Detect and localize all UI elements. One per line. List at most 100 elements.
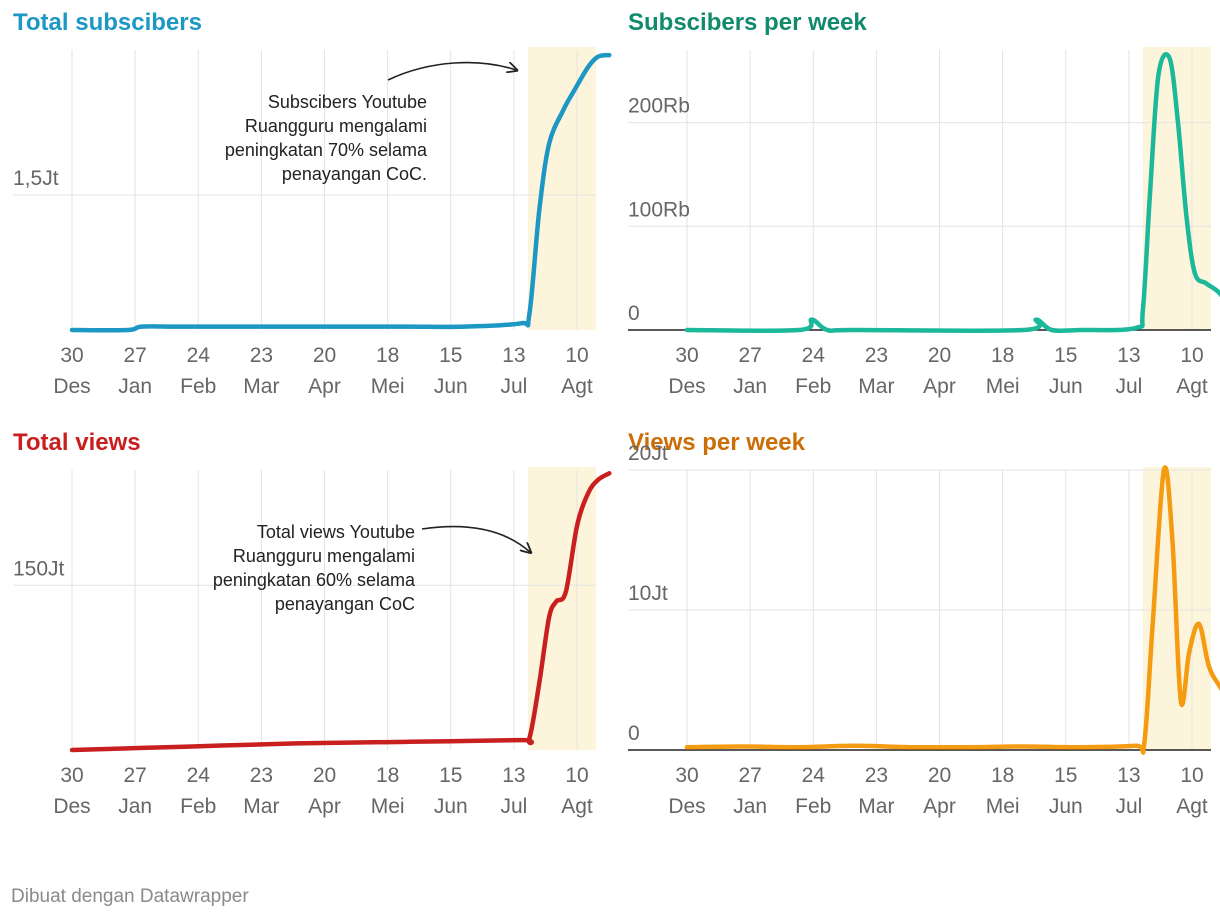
x-tick-day: 24: [187, 764, 211, 787]
series-line: [684, 52, 1220, 334]
chart-title: Total views: [13, 429, 141, 456]
x-tick-month: Mei: [371, 795, 405, 818]
x-tick-day: 23: [865, 764, 888, 787]
x-tick-month: Jul: [1115, 375, 1142, 398]
x-tick-month: Mar: [858, 375, 894, 398]
highlight-band: [527, 47, 596, 330]
x-tick-day: 10: [565, 344, 588, 367]
x-tick-month: Feb: [180, 375, 216, 398]
chart-title: Subscibers per week: [628, 9, 867, 36]
x-tick-day: 15: [439, 344, 462, 367]
x-tick-day: 15: [439, 764, 462, 787]
x-tick-day: 13: [502, 344, 525, 367]
x-tick-month: Feb: [180, 795, 216, 818]
annotation-arrow: [421, 525, 530, 552]
x-tick-day: 27: [123, 344, 146, 367]
annotation-text: Subscibers Youtube Ruangguru mengalami pen…: [225, 92, 428, 184]
x-tick-day: 27: [738, 764, 761, 787]
x-tick-month: Agt: [561, 795, 593, 818]
series-line: [69, 52, 612, 333]
x-tick-month: Des: [668, 795, 705, 818]
x-tick-month: Des: [668, 375, 705, 398]
y-tick-label: 200Rb: [628, 95, 690, 118]
total-subscribers-chart: 30 Des 27 Jan 24 Feb 23 Mar 20 Apr 18 Mei 15 Jun 13 Jul…: [13, 47, 612, 398]
total-views-panel: Total views 30 Des 27 Jan 24 Feb 23 Mar 20 Apr 18 M…: [0, 420, 612, 840]
x-tick-day: 18: [376, 764, 399, 787]
y-tick-label: 10Jt: [628, 582, 668, 605]
x-tick-month: Jun: [1049, 795, 1083, 818]
x-tick-day: 20: [928, 344, 951, 367]
x-tick-month: Apr: [923, 795, 956, 818]
x-tick-day: 18: [376, 344, 399, 367]
highlight-band: [1142, 47, 1211, 330]
x-tick-day: 18: [991, 344, 1014, 367]
x-tick-day: 13: [502, 764, 525, 787]
x-tick-day: 27: [123, 764, 146, 787]
x-tick-month: Mei: [986, 795, 1020, 818]
x-tick-day: 20: [928, 764, 951, 787]
x-tick-month: Agt: [561, 375, 593, 398]
x-tick-month: Jul: [1115, 795, 1142, 818]
x-tick-day: 15: [1054, 344, 1077, 367]
x-tick-day: 10: [565, 764, 588, 787]
y-tick-label: 1,5Jt: [13, 167, 59, 190]
x-tick-day: 13: [1117, 764, 1140, 787]
x-tick-day: 23: [250, 764, 273, 787]
x-tick-month: Apr: [308, 375, 341, 398]
x-tick-day: 27: [738, 344, 761, 367]
highlight-band: [527, 467, 596, 750]
x-tick-day: 20: [313, 764, 336, 787]
x-tick-day: 30: [675, 344, 698, 367]
x-tick-day: 30: [60, 344, 83, 367]
x-tick-month: Jan: [733, 375, 767, 398]
series-line: [684, 465, 1220, 755]
y-tick-label: 100Rb: [628, 198, 690, 221]
annotation-text: Total views Youtube Ruangguru mengalami pe…: [213, 522, 416, 614]
y-tick-label: 0: [628, 722, 640, 745]
x-tick-month: Jan: [118, 375, 152, 398]
x-tick-day: 10: [1180, 764, 1203, 787]
x-tick-day: 24: [802, 344, 826, 367]
x-tick-month: Jul: [500, 375, 527, 398]
views-per-week-panel: Views per week 30 Des 27 Jan 24 Feb 23 Mar 20 Apr…: [615, 420, 1220, 840]
x-tick-day: 23: [250, 344, 273, 367]
x-tick-month: Mar: [243, 795, 279, 818]
footer-credit: Dibuat dengan Datawrapper: [11, 886, 249, 907]
x-tick-month: Jun: [1049, 375, 1083, 398]
x-tick-month: Jun: [434, 795, 468, 818]
views-per-week-chart: 30 Des 27 Jan 24 Feb 23 Mar 20 Apr 18 Mei 15 Jun 13 Jul…: [628, 442, 1220, 818]
x-tick-month: Des: [53, 795, 90, 818]
x-tick-day: 15: [1054, 764, 1077, 787]
series-line: [69, 471, 612, 753]
x-tick-month: Feb: [795, 795, 831, 818]
y-tick-label: 150Jt: [13, 557, 65, 580]
x-tick-month: Mei: [371, 375, 405, 398]
chart-title: Views per week: [628, 429, 805, 456]
x-tick-month: Des: [53, 375, 90, 398]
x-tick-month: Jun: [434, 375, 468, 398]
chart-title: Total subscibers: [13, 9, 202, 36]
subscribers-per-week-panel: Subscibers per week 30 Des 27 Jan 24 Feb 23 Mar…: [615, 0, 1220, 420]
x-tick-month: Agt: [1176, 375, 1208, 398]
x-tick-month: Mar: [243, 375, 279, 398]
x-tick-month: Apr: [308, 795, 341, 818]
x-tick-day: 24: [802, 764, 826, 787]
x-tick-month: Jan: [118, 795, 152, 818]
subscribers-per-week-chart: 30 Des 27 Jan 24 Feb 23 Mar 20 Apr 18 Mei 15 Jun 13 Jul…: [628, 47, 1220, 398]
x-tick-month: Apr: [923, 375, 956, 398]
x-tick-day: 23: [865, 344, 888, 367]
x-tick-day: 13: [1117, 344, 1140, 367]
x-tick-day: 18: [991, 764, 1014, 787]
y-tick-label: 0: [628, 302, 640, 325]
x-tick-day: 10: [1180, 344, 1203, 367]
x-tick-month: Mei: [986, 375, 1020, 398]
annotation-arrow: [387, 61, 516, 81]
x-tick-month: Mar: [858, 795, 894, 818]
x-tick-month: Jan: [733, 795, 767, 818]
x-tick-day: 30: [675, 764, 698, 787]
total-subscribers-panel: Total subscibers 30 Des 27 Jan 24 Feb 23 Mar 20 A…: [0, 0, 612, 420]
x-tick-month: Jul: [500, 795, 527, 818]
x-tick-day: 20: [313, 344, 336, 367]
x-tick-month: Feb: [795, 375, 831, 398]
x-tick-day: 30: [60, 764, 83, 787]
